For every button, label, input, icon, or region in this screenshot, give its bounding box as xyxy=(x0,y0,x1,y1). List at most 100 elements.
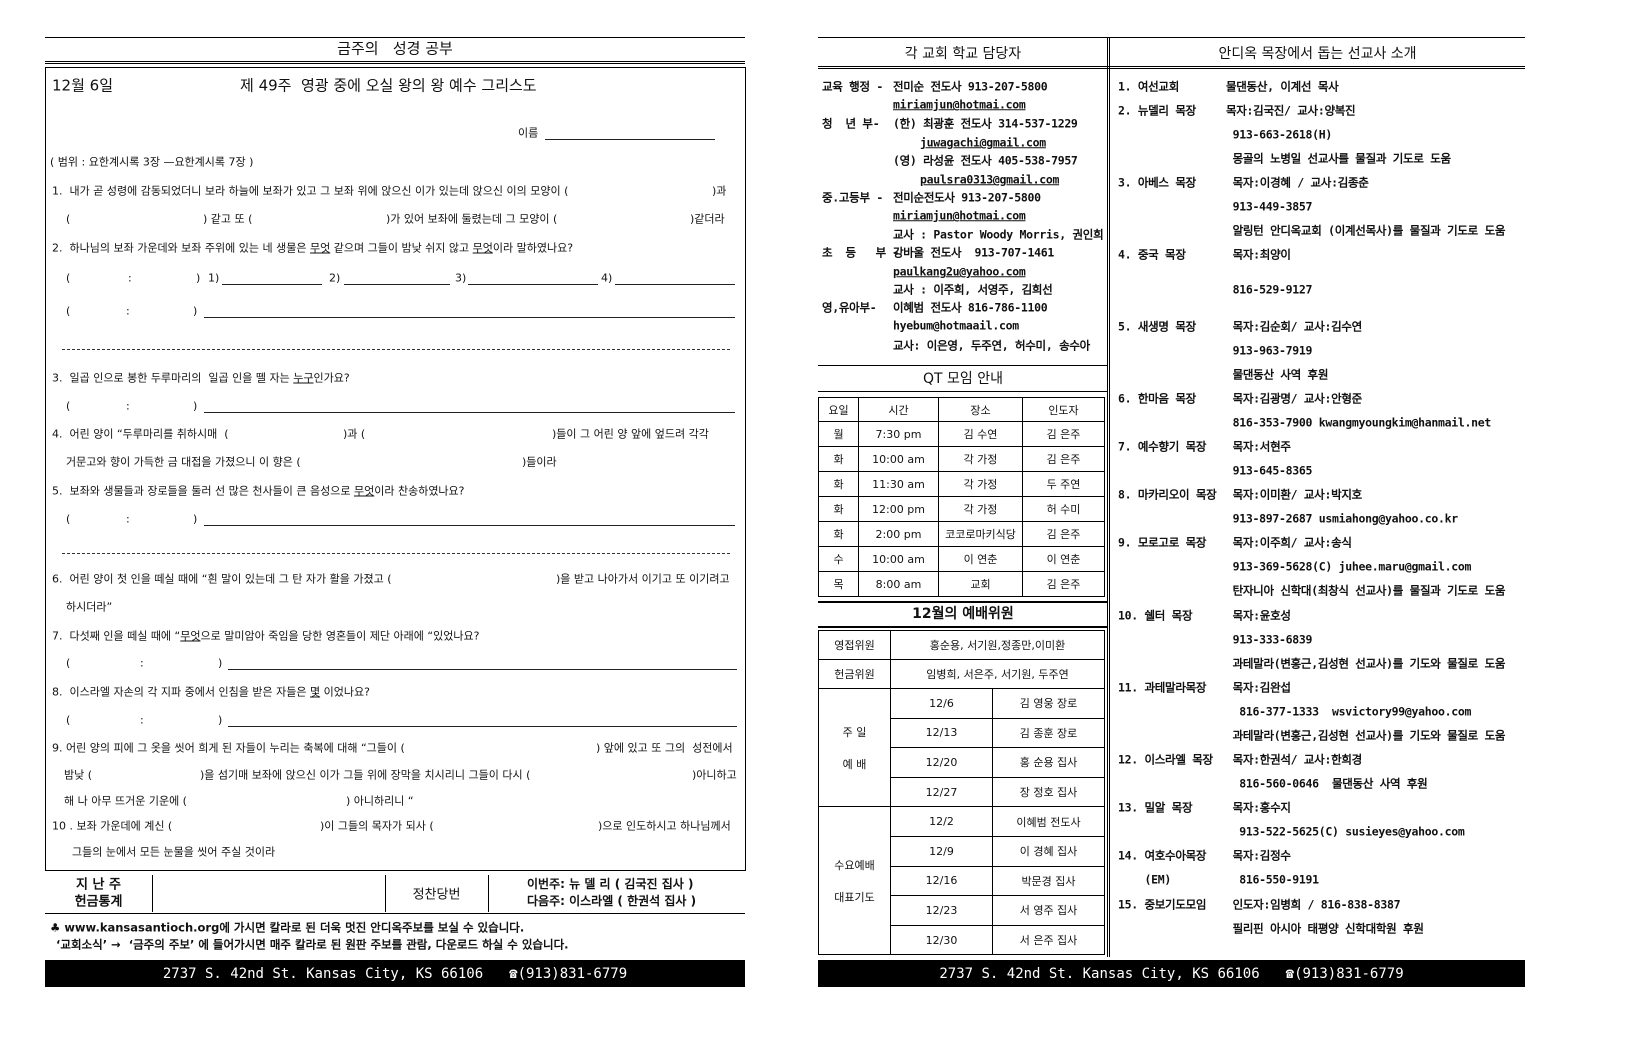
mission-group: 1. 여선교회 xyxy=(1118,79,1179,94)
q8-text: 8. 이스라엘 자손의 각 지파 중에서 인침을 받은 자들은 몇 이었나요? xyxy=(52,685,370,699)
q10-text: )으로 인도하시고 하나님께서 xyxy=(598,819,731,833)
mission-detail: 913-369-5628(C) juhee.maru@gmail.com xyxy=(1226,559,1472,574)
mission-detail: 913-663-2618(H) xyxy=(1226,127,1333,142)
ref-close: ) xyxy=(193,512,198,526)
staff-email[interactable]: paulkang2u@yahoo.com xyxy=(893,264,1026,279)
schedule-person: 서 영주 집사 xyxy=(992,895,1105,926)
table-cell: 김 수연 xyxy=(938,421,1023,447)
staff-dept: 교육 행정 - xyxy=(822,79,883,94)
answer-line[interactable] xyxy=(62,349,730,350)
divider xyxy=(818,601,1108,603)
table-cell: 각 가정 xyxy=(938,446,1023,472)
q9-text: 밤낮 ( xyxy=(64,768,93,782)
staff-email[interactable]: miriamjun@hotmai.com xyxy=(893,208,1026,223)
download-note: ‘교회소식’ → ‘금주의 주보’ 에 들어가시면 매주 칼라로 된 원판 주보… xyxy=(56,937,569,952)
q3-text: 3. 일곱 인으로 봉한 두루마리의 일곱 인을 뗄 자는 누구인가요? xyxy=(52,371,350,385)
mission-detail: 816-377-1333 wsvictory99@yahoo.com xyxy=(1226,704,1472,719)
qt-header-row: 요일 시간 장소 인도자 xyxy=(818,397,1105,422)
mission-group: 11. 과테말라목장 xyxy=(1118,680,1207,695)
staff-email[interactable]: juwagachi@gmail.com xyxy=(920,135,1046,150)
role-label: 헌금위원 xyxy=(818,659,891,689)
answer-line[interactable] xyxy=(204,317,735,318)
section-title: 금주의 성경 공부 xyxy=(337,39,453,58)
answer-line[interactable] xyxy=(228,669,737,670)
answer-line[interactable] xyxy=(615,284,735,285)
q10-text: 그들의 눈에서 모든 눈물을 씻어 주실 것이라 xyxy=(72,845,276,859)
qt-title: QT 모임 안내 xyxy=(923,371,1003,387)
answer-line[interactable] xyxy=(204,412,735,413)
schedule-date: 12/2 xyxy=(890,806,993,837)
mission-detail: 필리핀 아시아 태평양 신학대학원 후원 xyxy=(1226,921,1424,936)
mission-detail: 913-522-5625(C) susieyes@yahoo.com xyxy=(1226,824,1465,839)
divider xyxy=(818,365,1108,366)
worship-row: 영접위원 홍순용, 서기원,정종만,이미환 xyxy=(818,630,1105,660)
table-cell: 11:30 am xyxy=(858,471,939,497)
schedule-group-label: 수요예배 대표기도 xyxy=(818,806,891,956)
worship-table: 영접위원 홍순용, 서기원,정종만,이미환 헌금위원 임병희, 서은주, 서기원, 두… xyxy=(818,630,1105,956)
mission-group: 5. 새생명 목장 xyxy=(1118,319,1196,334)
staff-info: 전미순전도사 913-207-5800 xyxy=(893,190,1041,205)
q1-text: ) 같고 또 ( xyxy=(203,212,253,226)
top-rule xyxy=(818,37,1525,38)
mission-detail: 913-897-2687 usmiahong@yahoo.co.kr xyxy=(1226,511,1459,526)
staff-email[interactable]: paulsra0313@gmail.com xyxy=(920,172,1060,187)
answer-line[interactable] xyxy=(468,284,598,285)
q9-text: 9. 어린 양의 피에 그 옷을 씻어 희게 된 자들이 누리는 축복에 대해 … xyxy=(52,741,405,755)
mission-detail: 913-449-3857 xyxy=(1226,199,1313,214)
ref-colon: : xyxy=(126,399,130,413)
staff-email[interactable]: miriamjun@hotmai.com xyxy=(893,97,1026,112)
staff-info: (영) 라성윤 전도사 405-538-7957 xyxy=(893,153,1078,168)
q4-text: 4. 어린 양이 “두루마리를 취하시매 ( xyxy=(52,427,229,441)
bible-study-box xyxy=(45,67,746,871)
name-field[interactable] xyxy=(545,139,715,140)
table-cell: 두 주연 xyxy=(1022,471,1105,497)
q9-text: 해 나 아무 뜨거운 기운에 ( xyxy=(64,794,187,808)
schedule-person: 박문경 집사 xyxy=(992,865,1105,897)
lesson-title: 제 49주 영광 중에 오실 왕의 왕 예수 그리스도 xyxy=(240,76,537,95)
table-cell: 시간 xyxy=(858,397,939,422)
mission-group: 13. 밀알 목장 xyxy=(1118,800,1193,815)
answer-line[interactable] xyxy=(222,284,322,285)
staff-info: 교사 : 이주희, 서영주, 김희선 xyxy=(893,282,1053,297)
q7-text: 7. 다섯째 인을 떼실 때에 “무엇으로 말미암아 죽임을 당한 영혼들이 제… xyxy=(52,629,480,643)
qt-row: 화 11:30 am 각 가정 두 주연 xyxy=(818,471,1105,497)
header-rule xyxy=(818,66,1525,69)
mission-group: 3. 아베스 목장 xyxy=(1118,175,1196,190)
table-cell: 김 은주 xyxy=(1022,446,1105,472)
table-cell: 코코로마키식당 xyxy=(938,521,1023,547)
staff-info: 교사 : Pastor Woody Morris, 권인희 xyxy=(893,227,1104,242)
offering-label: 헌금통계 xyxy=(74,894,123,910)
answer-line[interactable] xyxy=(344,284,450,285)
ref-open: ( xyxy=(66,399,71,413)
duty-next-week: 다음주: 이스라엘 ( 한권석 집사 ) xyxy=(527,894,697,908)
q6-text: )을 받고 나아가서 이기고 또 이기려고 xyxy=(556,572,730,586)
mission-group: 4. 중국 목장 xyxy=(1118,247,1186,262)
mission-detail: 목자:이주희/ 교사:송식 xyxy=(1226,535,1352,550)
table-cell: 화 xyxy=(818,521,859,547)
mission-detail: 816-560-0646 물댄동산 사역 후원 xyxy=(1226,776,1428,791)
address: 2737 S. 42nd St. Kansas City, KS 66106 xyxy=(939,965,1260,982)
divider xyxy=(488,875,489,912)
answer-line[interactable] xyxy=(62,553,730,554)
schedule-person: 이 경혜 집사 xyxy=(992,835,1105,867)
table-cell: 교회 xyxy=(938,571,1023,597)
mission-detail: 과테말라(변홍근,김성현 선교사)를 기도와 물질로 도움 xyxy=(1226,728,1506,743)
table-cell: 10:00 am xyxy=(858,446,939,472)
mission-detail: 816-353-7900 kwangmyoungkim@hanmail.net xyxy=(1226,415,1492,430)
table-cell: 인도자 xyxy=(1022,397,1105,422)
qt-row: 목 8:00 am 교회 김 은주 xyxy=(818,571,1105,597)
mission-detail: 물댄동산, 이계선 목사 xyxy=(1226,79,1339,94)
schedule-date: 12/6 xyxy=(890,688,993,719)
answer-line[interactable] xyxy=(228,726,737,727)
q6-text: 6. 어린 양이 첫 인을 떼실 때에 “흰 말이 있는데 그 탄 자가 활을 … xyxy=(52,572,392,586)
q1-text: 1. 내가 곧 성령에 감동되었더니 보라 하늘에 보좌가 있고 그 보좌 위에… xyxy=(52,184,569,198)
schedule-person: 서 은주 집사 xyxy=(992,924,1105,956)
answer-line[interactable] xyxy=(204,525,735,526)
group-label-line: 수요예배 xyxy=(834,858,875,872)
ref-colon: : xyxy=(126,304,130,318)
q1-text: )과 xyxy=(712,184,727,198)
staff-info: 강바울 전도사 913-707-1461 xyxy=(893,245,1055,260)
table-cell: 김 은주 xyxy=(1022,421,1105,447)
qt-table: 요일 시간 장소 인도자 월 7:30 pm 김 수연 김 은주 화 10:00 am 각 가정 김 … xyxy=(818,397,1105,597)
mission-group: 9. 모로고로 목장 xyxy=(1118,535,1207,550)
